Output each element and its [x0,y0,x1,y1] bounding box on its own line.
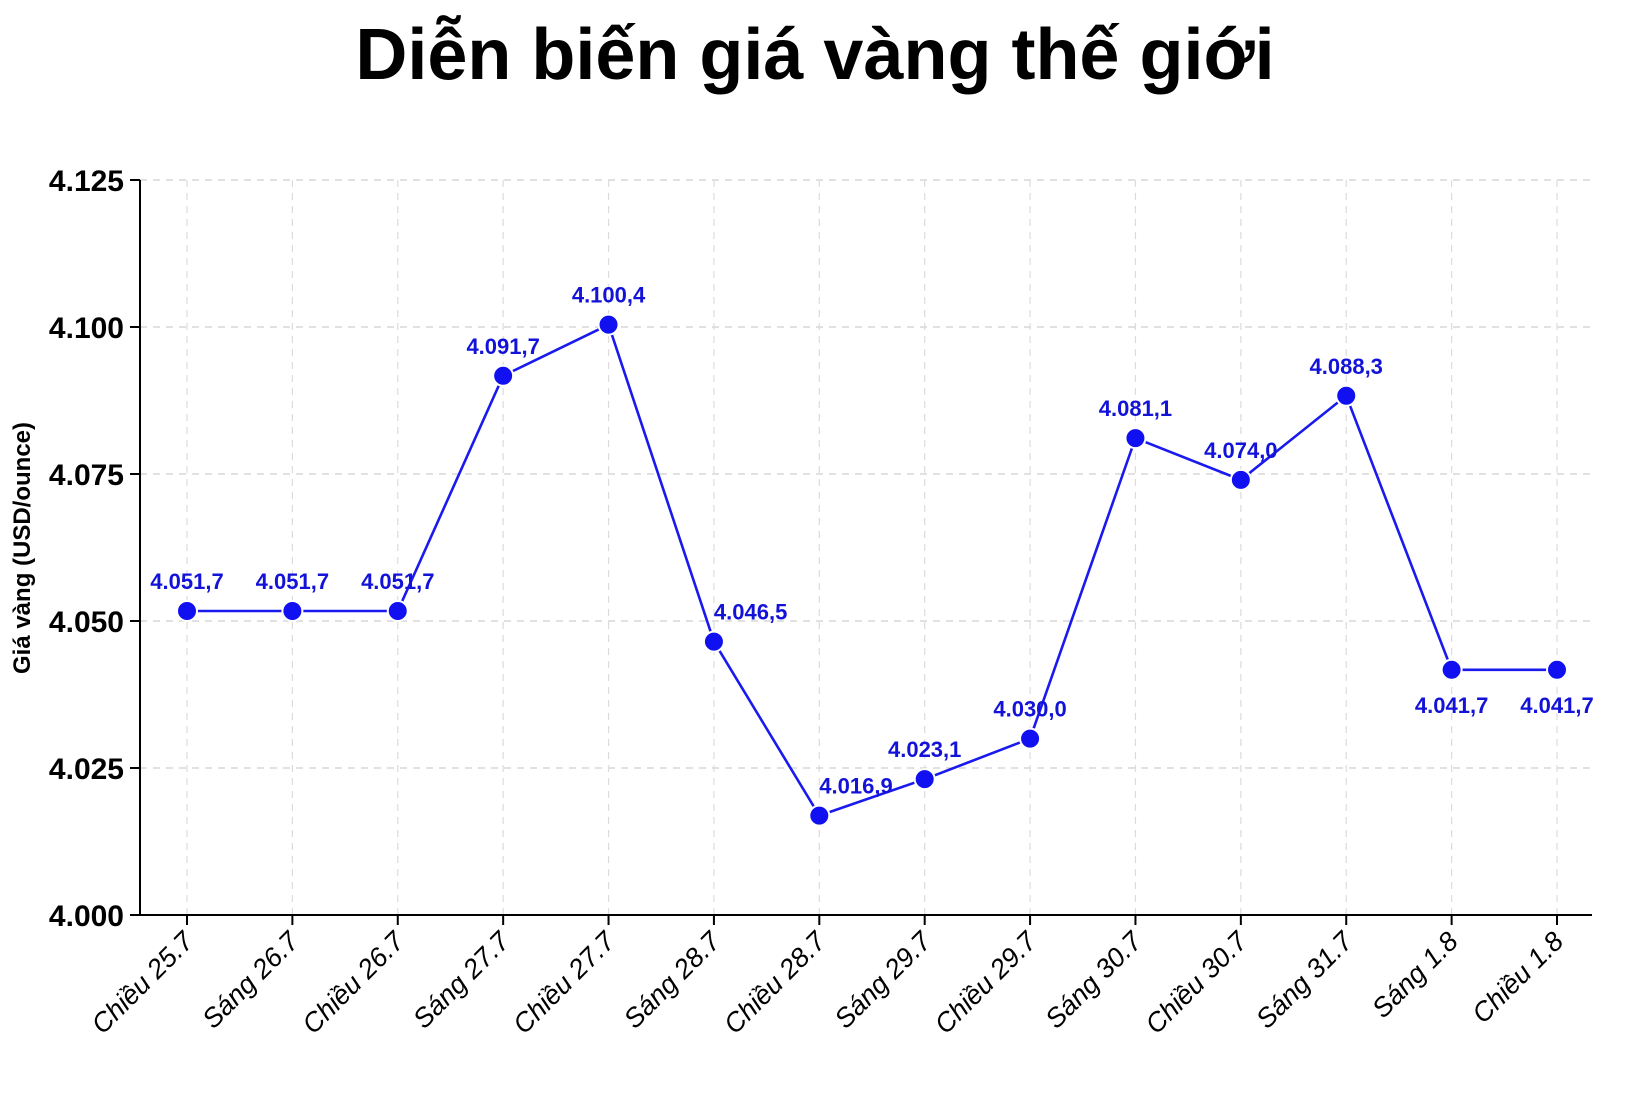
series [176,313,1568,827]
data-label: 4.100,4 [572,283,646,308]
x-tick-label: Chiều 1.8 [1466,926,1569,1029]
x-tick-label: Sáng 29.7 [829,925,938,1034]
y-tick-label: 4.125 [49,165,124,198]
data-point [281,600,304,623]
y-axis-title: Giá vàng (USD/ounce) [9,422,36,674]
data-point [1335,384,1358,407]
x-tick-label: Sáng 30.7 [1039,925,1148,1034]
y-tick-label: 4.025 [49,753,124,786]
x-tick-label: Chiều 28.7 [718,925,832,1039]
data-point [702,630,725,653]
y-tick-label: 4.075 [49,459,124,492]
data-point [1124,427,1147,450]
y-tick-label: 4.000 [49,900,124,933]
data-label: 4.088,3 [1310,354,1383,379]
data-point [176,600,198,623]
x-tick-label: Sáng 26.7 [196,925,305,1034]
data-point [808,804,831,827]
x-tick-label: Sáng 27.7 [407,925,516,1034]
data-point [597,313,620,336]
data-label: 4.091,7 [466,334,539,359]
data-point [1546,658,1568,681]
y-tick-label: 4.050 [49,606,124,639]
x-tick-label: Chiều 30.7 [1140,925,1254,1039]
x-tick-label: Sáng 1.8 [1366,926,1464,1024]
data-label: 4.081,1 [1099,396,1172,421]
data-label: 4.051,7 [150,569,223,594]
x-tick-label: Sáng 28.7 [618,925,727,1034]
data-label: 4.051,7 [361,569,434,594]
x-tick-label: Chiều 26.7 [296,925,410,1039]
data-point [492,364,515,387]
x-tick-label: Sáng 31.7 [1250,925,1359,1034]
data-label: 4.041,7 [1520,693,1593,718]
data-label: 4.051,7 [256,569,329,594]
axes [139,180,1592,916]
series-line [187,323,1557,817]
data-point [1440,658,1463,681]
chart-title: Diễn biến giá vàng thế giới [355,15,1275,95]
gridlines [140,179,1592,915]
data-label: 4.046,5 [714,600,787,625]
data-label: 4.041,7 [1415,693,1488,718]
data-point [386,600,409,623]
data-labels: 4.051,7 4.051,7 4.051,7 4.091,7 4.100,4 4.046… [150,283,1593,799]
data-label: 4.074,0 [1204,438,1277,463]
y-tick-label: 4.100 [49,312,124,345]
y-ticks: 4.000 4.025 4.050 4.075 4.100 4.125 [49,165,140,933]
data-point [1229,468,1252,491]
data-label: 4.016,9 [819,774,892,799]
data-label: 4.030,0 [993,697,1066,722]
x-tick-label: Chiều 29.7 [929,925,1043,1039]
data-point [913,768,936,791]
x-tick-label: Chiều 27.7 [507,925,621,1039]
data-point [1019,727,1042,750]
x-tick-label: Chiều 25.7 [86,925,200,1039]
data-label: 4.023,1 [888,737,961,762]
